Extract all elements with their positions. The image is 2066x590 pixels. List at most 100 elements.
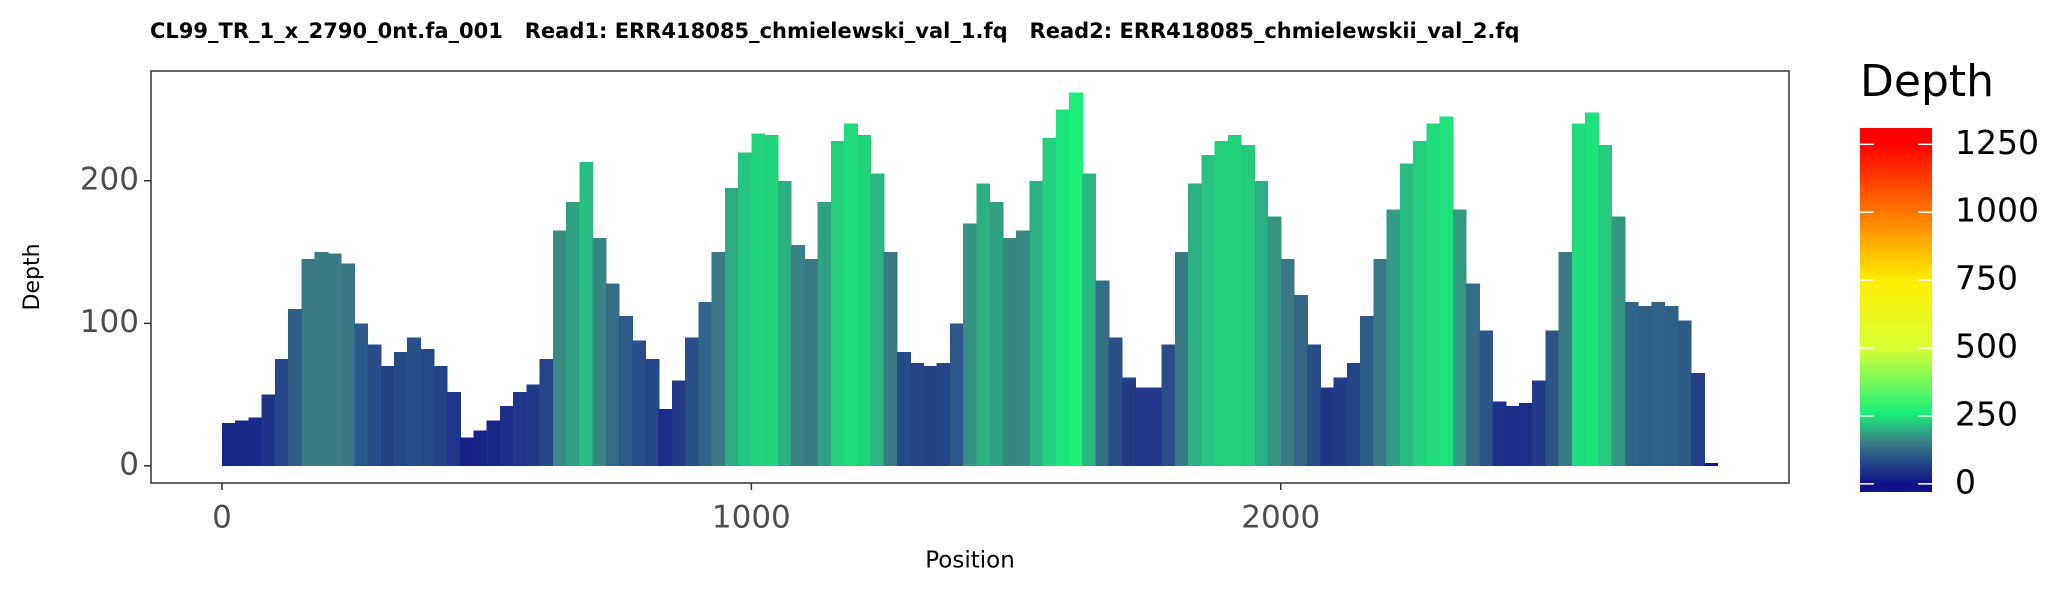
bar [1346, 363, 1361, 466]
bar [698, 301, 713, 466]
bar [1267, 216, 1282, 466]
legend-label: 1000 [1955, 191, 2039, 230]
bar [1055, 109, 1070, 466]
legend-label: 750 [1955, 259, 2018, 298]
bar [989, 202, 1004, 466]
bar [446, 391, 461, 466]
bar [1029, 180, 1044, 466]
bar [936, 363, 951, 466]
bar [764, 135, 779, 466]
bar [1188, 183, 1202, 466]
bar [1294, 294, 1308, 466]
bar [1002, 237, 1017, 466]
bar [341, 263, 355, 466]
bar [1214, 140, 1229, 466]
bar [1241, 145, 1255, 466]
bar [1333, 377, 1348, 466]
y-tick-label: 0 [119, 446, 139, 482]
bar [645, 358, 660, 466]
bar [751, 133, 766, 466]
bar [221, 423, 236, 466]
bar [1108, 337, 1123, 466]
bar [579, 162, 594, 466]
bar [301, 259, 316, 466]
bar [1571, 123, 1586, 466]
bar [274, 358, 289, 466]
bar [844, 123, 858, 466]
bar [1426, 123, 1441, 466]
bar [605, 283, 620, 466]
bar [1307, 344, 1322, 466]
bar [1254, 180, 1269, 466]
legend-label: 1250 [1955, 123, 2039, 162]
bar [777, 180, 792, 466]
bar [235, 420, 250, 466]
bar [949, 323, 964, 466]
bar [1558, 252, 1573, 466]
bar [1545, 330, 1560, 466]
bar [1466, 283, 1480, 466]
bar [1386, 209, 1401, 466]
bar [870, 173, 885, 466]
bar [619, 316, 633, 466]
bar [1095, 280, 1110, 466]
bar [1439, 116, 1454, 466]
bar [857, 135, 872, 466]
bar [1121, 377, 1136, 466]
bar [1373, 259, 1388, 466]
bar [1691, 373, 1705, 466]
bar [1479, 330, 1494, 466]
bar [394, 351, 408, 466]
bar [1227, 135, 1242, 466]
bar [1624, 301, 1639, 466]
bar [1505, 406, 1520, 466]
bar [1016, 230, 1030, 466]
bar [327, 253, 342, 466]
bar [1069, 92, 1083, 466]
color-bar [1860, 128, 1932, 492]
bar [671, 380, 686, 466]
bar [658, 408, 673, 466]
bar [1201, 155, 1216, 466]
bar [526, 384, 541, 466]
bar [1519, 403, 1533, 466]
bar [566, 202, 580, 466]
bar [1664, 306, 1679, 466]
y-tick-label: 200 [80, 161, 139, 197]
bar [1452, 209, 1467, 466]
bar [896, 351, 911, 466]
legend-label: 250 [1955, 394, 2018, 433]
bar [804, 259, 819, 466]
bar [1082, 173, 1097, 466]
bar [1042, 138, 1057, 466]
x-tick-label: 1000 [712, 500, 791, 536]
bar [883, 252, 898, 466]
bar [685, 337, 700, 466]
bar [380, 366, 395, 466]
bar [632, 340, 647, 466]
bar [420, 348, 435, 466]
bar [1651, 301, 1666, 466]
bar [354, 323, 369, 466]
bar [407, 337, 422, 466]
bar [1532, 380, 1547, 466]
y-axis-title: Depth [20, 243, 45, 310]
legend-title: Depth [1860, 56, 1994, 107]
bar [1135, 387, 1150, 466]
chart-title: CL99_TR_1_x_2790_0nt.fa_001 Read1: ERR41… [150, 19, 1520, 43]
bar [711, 252, 726, 466]
bar [1413, 140, 1427, 466]
legend-label: 0 [1955, 462, 1976, 501]
bar [499, 406, 514, 466]
bar [738, 152, 752, 466]
bar [314, 252, 329, 466]
bar [1148, 387, 1163, 466]
bar [910, 363, 925, 466]
bar [1598, 145, 1613, 466]
legend-label: 500 [1955, 327, 2018, 366]
bar [1360, 316, 1375, 466]
bar [513, 391, 527, 466]
bar [460, 437, 475, 466]
bar [288, 309, 302, 466]
